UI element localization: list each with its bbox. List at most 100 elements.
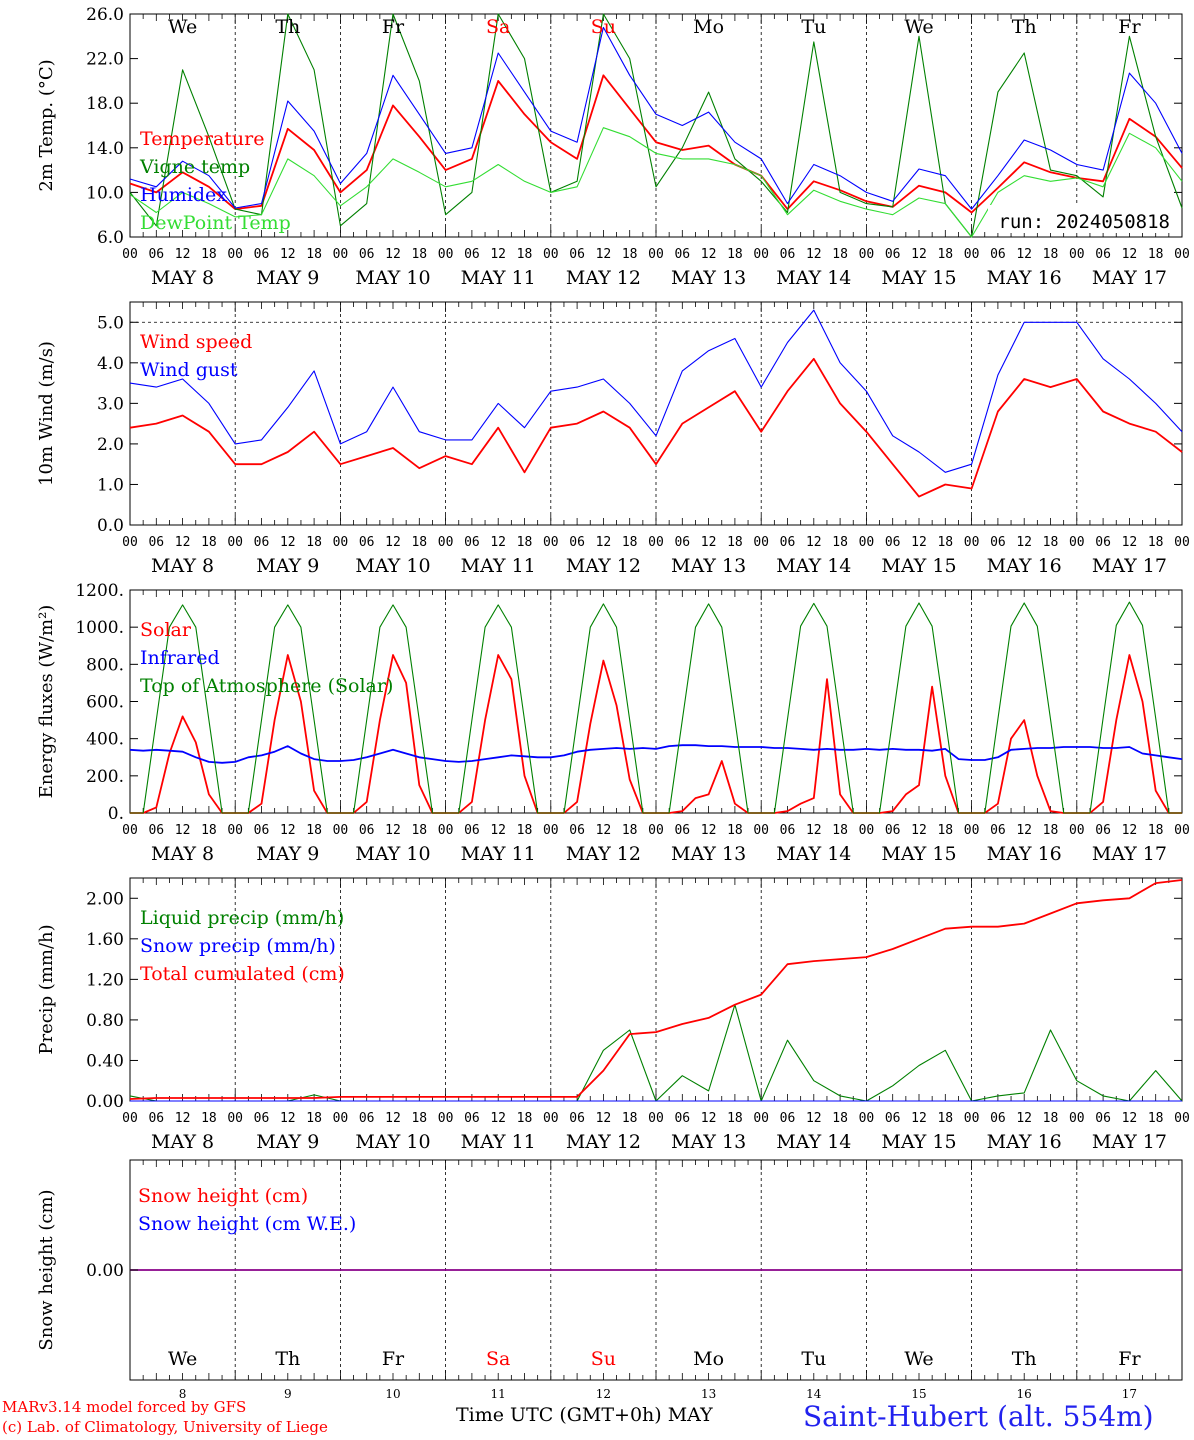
day-number-label: 8: [179, 1387, 187, 1401]
y-axis-label: 10m Wind (m/s): [36, 341, 57, 486]
hour-label: 18: [622, 247, 638, 262]
legend-dewpoint-temp: DewPoint Temp: [140, 212, 291, 234]
hour-label: 18: [1043, 1111, 1059, 1126]
hour-label: 12: [806, 247, 822, 262]
hour-label: 06: [885, 535, 901, 550]
series-total-cumulated-cm-: [129, 879, 1183, 1100]
legend-solar: Solar: [140, 619, 192, 641]
y-tick-label: 1.60: [86, 930, 124, 950]
hour-label: 18: [937, 1111, 953, 1126]
hour-label: 18: [306, 535, 322, 550]
hour-label: 18: [832, 823, 848, 838]
hour-label: 18: [832, 247, 848, 262]
date-label: MAY 16: [987, 843, 1062, 865]
y-tick-label: 22.0: [86, 50, 124, 70]
weekday-label-top: We: [168, 16, 197, 38]
hour-label: 06: [674, 823, 690, 838]
hour-label: 06: [674, 247, 690, 262]
legend-vigne-temp: Vigne temp: [139, 156, 250, 178]
hour-label: 00: [227, 1111, 243, 1126]
hour-label: 12: [701, 535, 717, 550]
hour-label: 12: [1016, 1111, 1032, 1126]
hour-label: 18: [937, 247, 953, 262]
legend-snow-precip-mm-h-: Snow precip (mm/h): [140, 935, 336, 957]
panel-snow: [129, 1159, 1183, 1381]
hour-label: 06: [885, 823, 901, 838]
y-tick-label: 4.0: [97, 354, 124, 374]
date-label: MAY 11: [461, 843, 536, 865]
weekday-label-top: Fr: [1118, 16, 1141, 38]
hour-label: 18: [201, 823, 217, 838]
legend-wind-speed: Wind speed: [140, 331, 252, 353]
legend-humidex: Humidex: [140, 184, 227, 206]
run-label-bg: [988, 205, 1178, 233]
series-infrared: [129, 744, 1183, 764]
panel-energy: [129, 589, 1183, 814]
hour-label: 00: [753, 823, 769, 838]
hour-label: 12: [911, 247, 927, 262]
weekday-label-top: Tu: [801, 16, 826, 38]
hour-label: 12: [911, 1111, 927, 1126]
hour-label: 18: [727, 823, 743, 838]
date-label: MAY 12: [566, 843, 641, 865]
hour-label: 18: [517, 535, 533, 550]
hour-label: 12: [911, 535, 927, 550]
hour-label: 00: [543, 535, 559, 550]
hour-label: 18: [411, 535, 427, 550]
date-label: MAY 8: [151, 843, 214, 865]
date-label: MAY 8: [151, 1131, 214, 1153]
hour-label: 18: [1043, 247, 1059, 262]
y-axis-label: Precip (mm/h): [36, 924, 57, 1054]
hour-label: 00: [1069, 535, 1085, 550]
date-label: MAY 12: [566, 1131, 641, 1153]
hour-label: 18: [306, 823, 322, 838]
date-label: MAY 15: [881, 843, 956, 865]
hour-label: 06: [990, 823, 1006, 838]
hour-label: 06: [569, 247, 585, 262]
hour-label: 18: [622, 1111, 638, 1126]
date-label: MAY 8: [151, 555, 214, 577]
date-label: MAY 17: [1092, 1131, 1167, 1153]
hour-label: 06: [885, 1111, 901, 1126]
y-tick-label: 0.40: [86, 1051, 124, 1071]
y-tick-label: 1.0: [97, 475, 124, 495]
hour-label: 12: [280, 535, 296, 550]
hour-label: 00: [964, 535, 980, 550]
hour-label: 06: [254, 1111, 270, 1126]
panel-precip: [129, 877, 1183, 1102]
date-label: MAY 9: [256, 555, 319, 577]
hour-label: 12: [1122, 823, 1138, 838]
y-tick-label: 0.0: [97, 516, 124, 536]
hour-label: 00: [859, 535, 875, 550]
hour-label: 12: [1122, 1111, 1138, 1126]
plot-frame: [129, 301, 1183, 526]
series-top-of-atmosphere-solar-: [130, 601, 1182, 814]
weekday-label-top: Th: [275, 16, 300, 38]
weekday-label-top: Th: [1012, 16, 1037, 38]
hour-label: 12: [175, 535, 191, 550]
hour-label: 06: [359, 1111, 375, 1126]
series-temperature: [129, 74, 1183, 214]
hour-label: 00: [122, 535, 138, 550]
hour-label: 06: [780, 823, 796, 838]
hour-label: 00: [859, 823, 875, 838]
legend-temperature: Temperature: [140, 128, 264, 150]
hour-label: 12: [1122, 247, 1138, 262]
hour-label: 12: [490, 1111, 506, 1126]
y-axis-label: Snow height (cm): [36, 1189, 57, 1350]
hour-label: 12: [1016, 247, 1032, 262]
hour-label: 18: [306, 1111, 322, 1126]
hour-label: 06: [464, 1111, 480, 1126]
hour-label: 00: [859, 1111, 875, 1126]
date-label: MAY 14: [776, 1131, 851, 1153]
hour-label: 18: [1148, 823, 1164, 838]
date-label: MAY 12: [566, 555, 641, 577]
hour-label: 12: [911, 823, 927, 838]
hour-label: 12: [806, 1111, 822, 1126]
series-humidex: [129, 26, 1183, 210]
hour-label: 00: [333, 1111, 349, 1126]
weekday-label-top: Fr: [382, 16, 405, 38]
hour-label: 00: [964, 247, 980, 262]
legend-total-cumulated-cm-: Total cumulated (cm): [140, 963, 345, 985]
panel-temp: [129, 13, 1183, 238]
